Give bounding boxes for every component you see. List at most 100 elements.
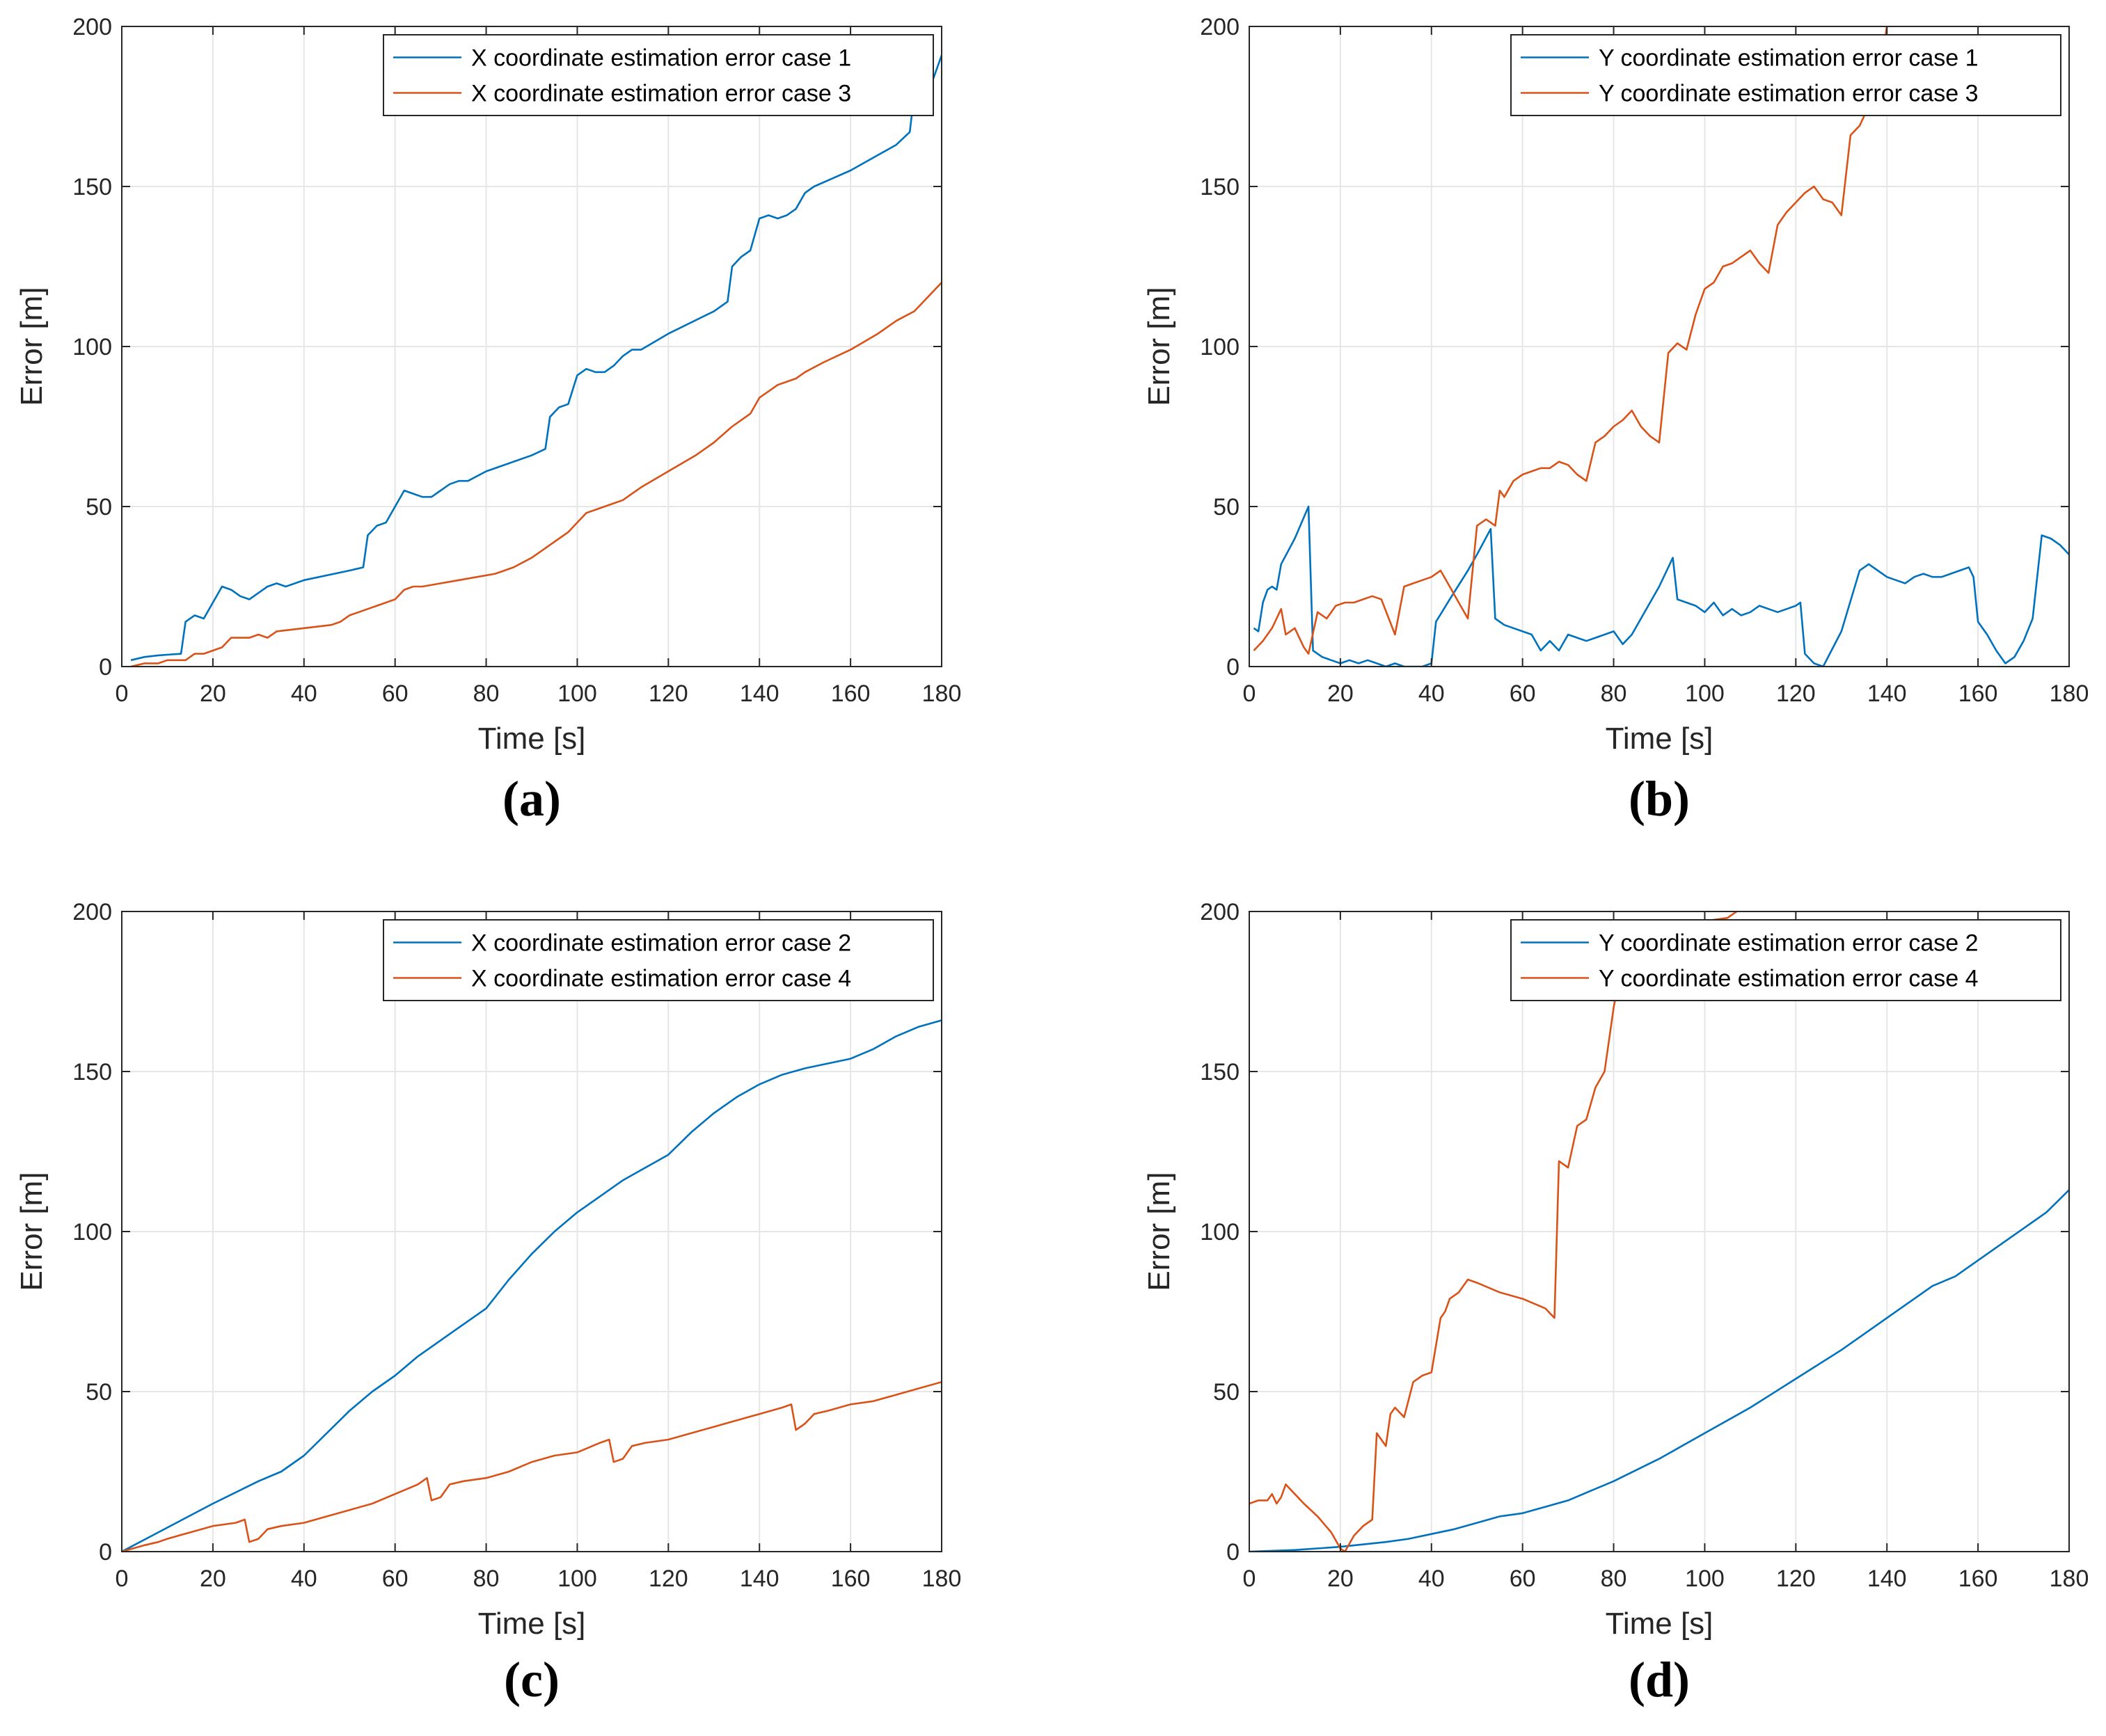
x-axis-label: Time [s] [1606,722,1713,756]
panel-d: 0 20 40 60 80 100 120 140 160 180 0 50 100 150 200 Time… [1142,899,2089,1707]
x-tick-label: 0 [116,1566,129,1592]
legend-entry-label: Y coordinate estimation error case 2 [1599,930,1979,957]
x-tick-label: 80 [473,680,500,707]
y-tick-label: 50 [1213,1379,1240,1405]
x-tick-label: 180 [2050,1566,2089,1592]
series-line-2 [1249,911,1738,1552]
x-axis-label: Time [s] [1606,1607,1713,1641]
x-tick-label: 100 [557,680,597,707]
x-tick-label: 0 [1243,1566,1256,1592]
x-tick-label: 100 [1685,680,1725,707]
x-axis-label: Time [s] [478,1607,586,1641]
y-tick-label: 150 [72,174,112,200]
x-tick-label: 120 [1776,680,1816,707]
legend-entry-label: X coordinate estimation error case 2 [471,930,851,957]
x-tick-label: 120 [1776,1566,1816,1592]
x-tick-label: 40 [291,680,317,707]
series-line-1 [1249,1189,2069,1552]
x-tick-label: 120 [649,1566,688,1592]
y-tick-label: 200 [72,14,112,40]
y-tick-label: 100 [1200,334,1240,360]
x-tick-label: 60 [382,1566,409,1592]
series-line-1 [130,54,942,662]
x-tick-label: 120 [649,680,688,707]
x-tick-label: 140 [1867,1566,1907,1592]
y-tick-label: 150 [1200,1059,1240,1085]
legend-entry-label: Y coordinate estimation error case 3 [1599,81,1979,107]
x-tick-label: 60 [382,680,409,707]
x-tick-label: 160 [831,1566,871,1592]
x-tick-label: 100 [1685,1566,1725,1592]
series-line-1 [1253,505,2069,667]
panel-caption: (d) [1629,1652,1690,1707]
x-tick-label: 140 [740,680,779,707]
x-axis-label: Time [s] [478,722,586,756]
panel-caption: (c) [504,1652,560,1707]
y-tick-label: 150 [1200,174,1240,200]
panel-caption: (b) [1629,771,1690,827]
x-tick-label: 180 [922,1566,962,1592]
series-line-2 [1253,26,1888,655]
panel-b: 0 20 40 60 80 100 120 140 160 180 0 50 100 150 200 Time… [1142,14,2089,827]
y-tick-label: 50 [1213,494,1240,520]
y-tick-label: 0 [99,654,112,680]
x-tick-label: 160 [1958,1566,1998,1592]
legend-entry-label: Y coordinate estimation error case 4 [1599,966,1979,992]
x-tick-label: 160 [831,680,871,707]
panel-caption: (a) [502,771,561,827]
y-axis-label: Error [m] [1142,1172,1176,1291]
x-tick-label: 20 [200,680,226,707]
x-tick-label: 100 [557,1566,597,1592]
y-tick-label: 50 [86,494,112,520]
legend: X coordinate estimation error case 1 X co… [383,34,934,116]
x-tick-label: 160 [1958,680,1998,707]
x-tick-label: 80 [1601,1566,1627,1592]
series-line-1 [122,1019,942,1552]
x-tick-label: 60 [1510,680,1536,707]
x-tick-label: 0 [1243,680,1256,707]
y-axis-label: Error [m] [1142,287,1176,406]
legend-box [1510,34,2061,116]
y-tick-label: 200 [1200,14,1240,40]
x-tick-label: 40 [1418,1566,1445,1592]
series-line-2 [130,282,942,667]
y-tick-label: 100 [1200,1219,1240,1245]
x-tick-label: 180 [922,680,962,707]
legend-entry-label: X coordinate estimation error case 1 [471,45,851,72]
y-tick-label: 0 [99,1539,112,1566]
y-tick-label: 0 [1226,1539,1240,1566]
legend-box [383,919,934,1001]
x-tick-label: 60 [1510,1566,1536,1592]
legend: Y coordinate estimation error case 1 Y co… [1510,34,2061,116]
panel-c: 0 20 40 60 80 100 120 140 160 180 0 50 100 150 200 Time… [15,899,961,1707]
panel-a: 0 20 40 60 80 100 120 140 160 180 0 50 100 150 200 Time… [15,14,961,827]
legend-entry-label: X coordinate estimation error case 4 [471,966,851,992]
y-tick-label: 100 [72,334,112,360]
y-tick-label: 150 [72,1059,112,1085]
x-tick-label: 140 [1867,680,1907,707]
legend: Y coordinate estimation error case 2 Y co… [1510,919,2061,1001]
legend-box [383,34,934,116]
legend-entry-label: Y coordinate estimation error case 1 [1599,45,1979,72]
y-axis-label: Error [m] [15,1172,49,1291]
x-tick-label: 80 [473,1566,500,1592]
y-tick-label: 200 [72,899,112,925]
y-tick-label: 200 [1200,899,1240,925]
x-tick-label: 0 [116,680,129,707]
y-tick-label: 0 [1226,654,1240,680]
y-tick-label: 50 [86,1379,112,1405]
x-tick-label: 20 [1327,1566,1354,1592]
series-line-2 [122,1380,942,1552]
x-tick-label: 140 [740,1566,779,1592]
x-tick-label: 20 [1327,680,1354,707]
y-tick-label: 100 [72,1219,112,1245]
x-tick-label: 180 [2050,680,2089,707]
y-axis-label: Error [m] [15,287,49,406]
legend-box [1510,919,2061,1001]
x-tick-label: 20 [200,1566,226,1592]
legend-entry-label: X coordinate estimation error case 3 [471,81,851,107]
x-tick-label: 40 [1418,680,1445,707]
x-tick-label: 40 [291,1566,317,1592]
